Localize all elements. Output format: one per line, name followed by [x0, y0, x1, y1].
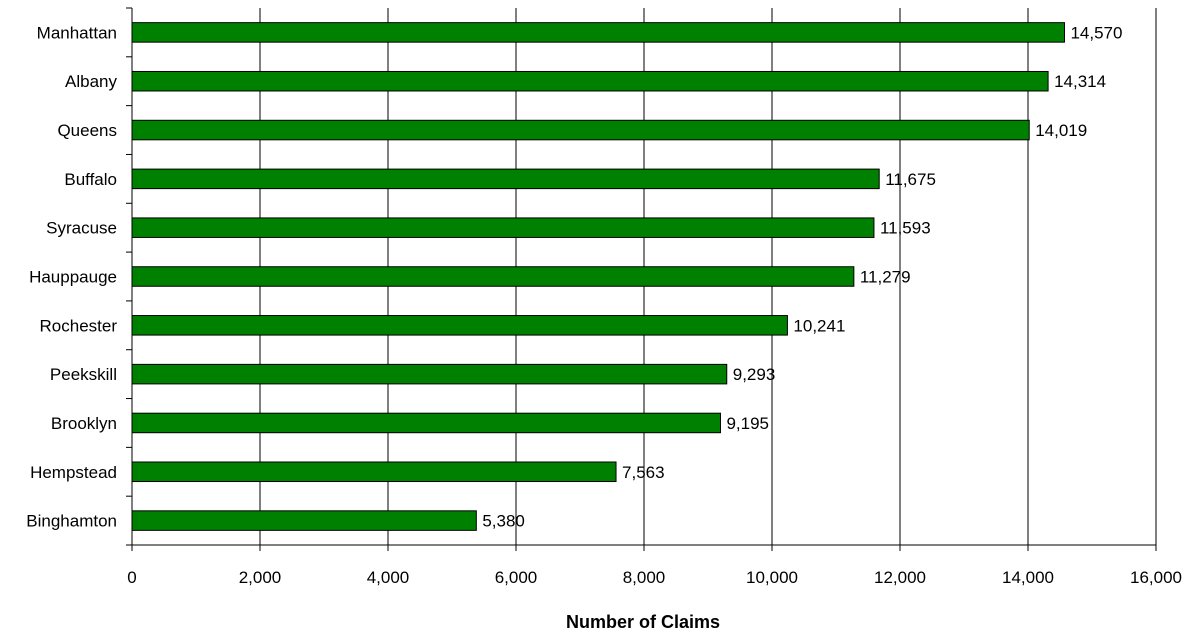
- category-label: Manhattan: [37, 23, 117, 42]
- bar: [131, 70, 1049, 92]
- bar: [131, 363, 728, 385]
- category-label: Rochester: [40, 316, 118, 335]
- category-label: Peekskill: [50, 365, 117, 384]
- data-label: 11,593: [880, 219, 931, 238]
- x-tick-label: 14,000: [1002, 568, 1054, 587]
- x-tick-label: 4,000: [367, 568, 410, 587]
- x-axis-label: Number of Claims: [566, 612, 720, 632]
- axes: [126, 7, 1157, 551]
- x-tick-label: 8,000: [623, 568, 666, 587]
- bar: [131, 412, 721, 434]
- category-label: Syracuse: [46, 219, 117, 238]
- category-labels: Manhattan Albany Queens Buffalo Syracuse Haup…: [26, 23, 117, 530]
- bars: [131, 22, 1065, 531]
- data-label: 14,314: [1054, 72, 1106, 91]
- x-tick-label: 6,000: [495, 568, 538, 587]
- category-label: Queens: [57, 121, 117, 140]
- data-label: 10,241: [793, 316, 845, 335]
- data-label: 9,293: [733, 365, 776, 384]
- category-label: Brooklyn: [51, 414, 117, 433]
- data-label: 9,195: [726, 414, 769, 433]
- x-tick-label: 0: [127, 568, 136, 587]
- bar: [131, 119, 1030, 141]
- data-label: 11,675: [885, 170, 936, 189]
- bar: [131, 217, 875, 238]
- data-label: 5,380: [482, 512, 525, 531]
- bar: [131, 266, 855, 287]
- x-tick-label: 12,000: [874, 568, 926, 587]
- data-label: 7,563: [622, 463, 665, 482]
- x-tick-label: 2,000: [239, 568, 282, 587]
- category-label: Albany: [65, 72, 117, 91]
- category-label: Hauppauge: [29, 268, 117, 287]
- category-label: Buffalo: [64, 170, 117, 189]
- data-label: 14,019: [1035, 121, 1087, 140]
- bar: [131, 510, 477, 531]
- x-tick-label: 10,000: [746, 568, 798, 587]
- x-tick-labels: 0 2,000 4,000 6,000 8,000 10,000 12,000 14,000 1…: [127, 568, 1182, 587]
- value-labels: 14,570 14,314 14,019 11,675 11,593 11,279 10,2…: [482, 23, 1122, 530]
- bar: [131, 168, 880, 190]
- data-label: 11,279: [860, 268, 911, 287]
- data-label: 14,570: [1070, 23, 1122, 42]
- bar: [131, 461, 617, 483]
- bar: [131, 22, 1065, 43]
- category-label: Binghamton: [26, 512, 117, 531]
- x-tick-label: 16,000: [1130, 568, 1182, 587]
- bar: [131, 315, 788, 336]
- category-label: Hempstead: [30, 463, 117, 482]
